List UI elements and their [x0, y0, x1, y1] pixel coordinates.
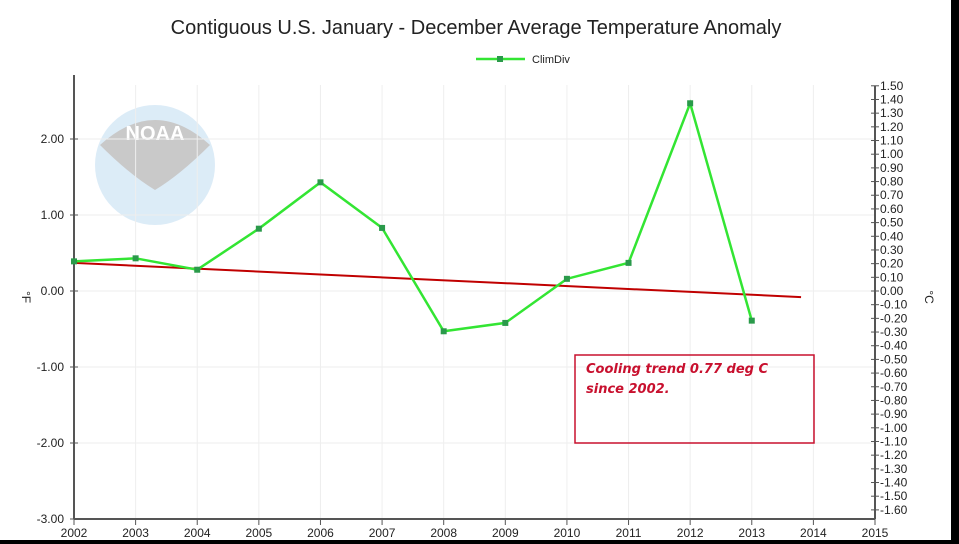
noaa-logo-circle: [95, 105, 215, 225]
y-tick-label: 2.00: [41, 132, 65, 146]
data-point-2009: [502, 319, 509, 326]
y-right-tick-label: -0.80: [880, 393, 908, 407]
legend[interactable]: ClimDiv: [476, 54, 570, 66]
y-right-tick-label: 1.20: [880, 120, 904, 134]
x-tick-label: 2009: [492, 526, 519, 540]
y-right-tick-label: -0.30: [880, 325, 908, 339]
y-right-tick-label: 0.40: [880, 229, 904, 243]
x-tick-label: 2005: [245, 526, 272, 540]
y-right-tick-label: 0.70: [880, 188, 904, 202]
data-point-2003: [132, 255, 139, 262]
series-climdiv: [71, 99, 755, 335]
x-tick-label: 2006: [307, 526, 334, 540]
x-tick-label: 2014: [800, 526, 827, 540]
y-right-tick-label: -0.40: [880, 339, 908, 353]
y-tick-label: -2.00: [37, 436, 65, 450]
y-right-tick-label: 1.00: [880, 147, 904, 161]
y-axis-label-right: °C: [922, 290, 936, 304]
data-point-2010: [563, 275, 570, 282]
y-right-tick-label: -1.40: [880, 476, 908, 490]
x-tick-label: 2003: [122, 526, 149, 540]
x-tick-label: 2004: [184, 526, 211, 540]
data-point-2011: [625, 259, 632, 266]
legend-marker: [497, 56, 503, 62]
annotation-box: Cooling trend 0.77 deg C since 2002.: [574, 354, 815, 444]
legend-label: ClimDiv: [532, 54, 570, 66]
annotation-line-2: since 2002.: [586, 382, 670, 397]
y-axis-label-left: °F: [19, 291, 33, 303]
x-tick-label: 2015: [862, 526, 889, 540]
y-right-tick-label: -1.60: [880, 503, 908, 517]
y-right-tick-label: 0.80: [880, 175, 904, 189]
noaa-logo-bird: [100, 120, 210, 190]
data-point-2006: [317, 179, 324, 186]
y-tick-label: 1.00: [41, 208, 65, 222]
data-point-2004: [194, 266, 201, 273]
y-right-tick-label: -0.70: [880, 380, 908, 394]
y-right-tick-label: 0.00: [880, 284, 904, 298]
y-right-tick-label: -0.50: [880, 352, 908, 366]
y-tick-label: -1.00: [37, 360, 65, 374]
y-right-tick-label: -0.90: [880, 407, 908, 421]
x-tick-label: 2007: [369, 526, 396, 540]
y-right-tick-label: 0.60: [880, 202, 904, 216]
y-right-tick-label: 1.10: [880, 134, 904, 148]
data-point-2002: [71, 258, 77, 265]
x-tick-label: 2012: [677, 526, 704, 540]
y-right-tick-label: 0.20: [880, 257, 904, 271]
y-right-tick-label: -0.60: [880, 366, 908, 380]
y-right-tick-label: -1.50: [880, 489, 908, 503]
noaa-logo-text: NOAA: [126, 123, 185, 145]
series-line: [73, 99, 753, 333]
data-point-2013: [748, 317, 755, 324]
y-right-tick-label: -0.20: [880, 311, 908, 325]
y-right-tick-label: 0.30: [880, 243, 904, 257]
annotation-border: [574, 354, 815, 444]
y-right-tick-label: -1.20: [880, 448, 908, 462]
annotation-line-1: Cooling trend 0.77 deg C: [586, 362, 768, 377]
chart-title: Contiguous U.S. January - December Avera…: [171, 17, 782, 39]
x-tick-label: 2010: [554, 526, 581, 540]
y-right-tick-label: 0.10: [880, 270, 904, 284]
data-point-2012: [687, 100, 694, 107]
y-right-tick-label: -1.00: [880, 421, 908, 435]
y-right-tick-label: 1.40: [880, 92, 904, 106]
data-point-2005: [255, 225, 262, 232]
y-right-tick-label: -0.10: [880, 298, 908, 312]
x-tick-label: 2002: [61, 526, 88, 540]
y-right-tick-label: 0.50: [880, 216, 904, 230]
y-tick-label: -3.00: [37, 512, 65, 526]
y-right-tick-label: -1.30: [880, 462, 908, 476]
y-right-tick-label: -1.10: [880, 434, 908, 448]
data-point-2008: [440, 328, 447, 335]
noaa-logo-watermark: NOAA: [95, 105, 215, 225]
y-right-tick-label: 1.30: [880, 106, 904, 120]
x-tick-label: 2013: [738, 526, 765, 540]
x-tick-label: 2011: [616, 526, 642, 540]
y-right-tick-label: 1.50: [880, 79, 904, 93]
y-tick-label: 0.00: [41, 284, 65, 298]
grid: [74, 85, 876, 519]
axes: 2002 2003 2004 2005 2006 2007 2008 2009 2010 2011…: [37, 75, 908, 540]
x-tick-label: 2008: [430, 526, 457, 540]
y-right-tick-label: 0.90: [880, 161, 904, 175]
data-point-2007: [379, 224, 386, 231]
